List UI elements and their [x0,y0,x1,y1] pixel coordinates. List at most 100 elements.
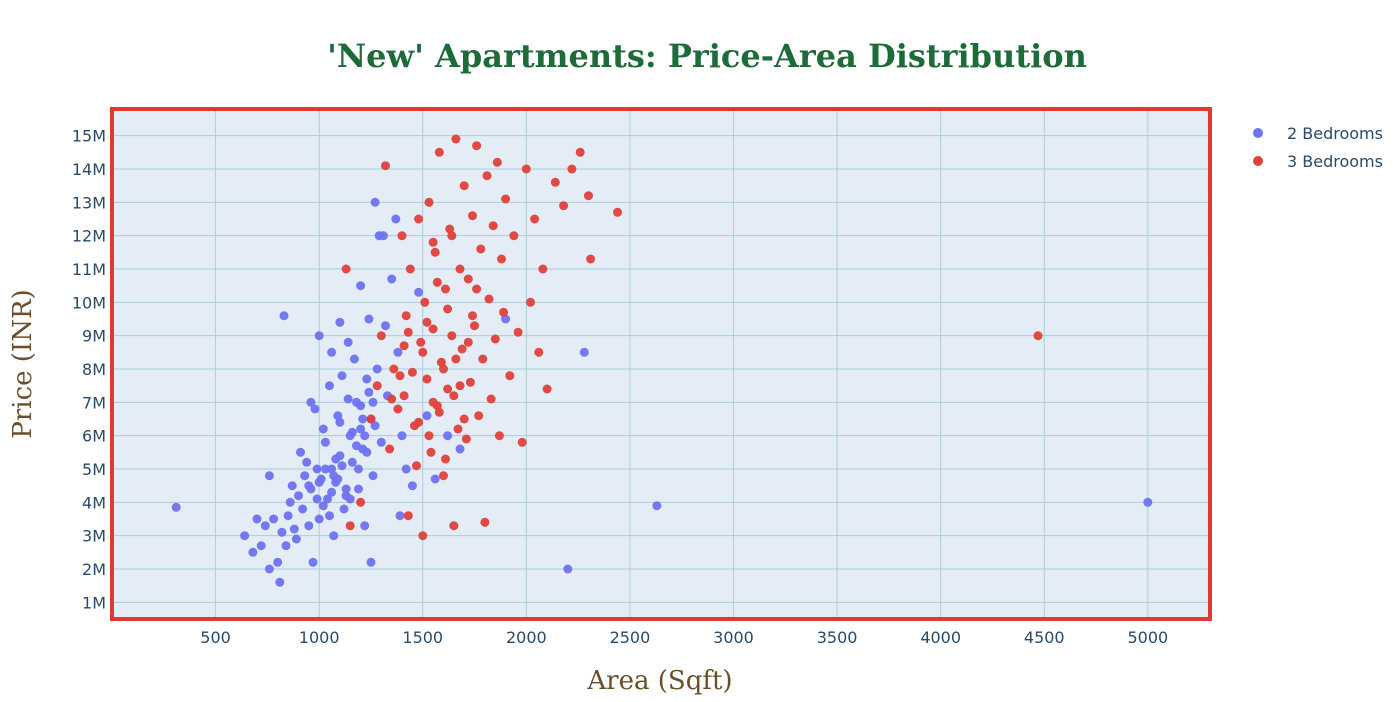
data-point [414,214,424,224]
data-point [530,214,540,224]
data-point [387,274,397,284]
data-point [283,511,293,521]
y-tick-label: 15M [72,127,106,146]
data-point [492,157,502,167]
data-point [424,197,434,207]
data-point [474,411,484,421]
data-point [461,434,471,444]
data-point [414,287,424,297]
legend-item[interactable]: 2 Bedrooms [1253,124,1383,143]
data-point [428,237,438,247]
data-point [287,481,297,491]
data-points [171,134,1153,587]
data-point [472,141,482,151]
data-point [468,311,477,321]
x-tick-label: 2000 [506,628,547,647]
data-point [478,354,488,364]
data-point [314,331,324,341]
plot-background [112,109,1210,619]
y-tick-label: 8M [82,360,106,379]
y-tick-label: 3M [82,527,106,546]
y-tick-label: 1M [82,593,106,612]
data-point [422,317,432,327]
plot-border [110,107,1212,621]
data-point [395,511,405,521]
data-point [341,484,351,494]
data-point [451,134,461,144]
data-point [318,501,328,511]
data-point [526,297,535,307]
chart-title: 'New' Apartments: Price-Area Distributio… [327,37,1087,75]
data-point [387,394,397,404]
data-point [366,414,376,424]
x-tick-label: 2500 [610,628,651,647]
data-point [403,327,413,337]
x-tick-label: 3500 [817,628,858,647]
x-tick-label: 5000 [1127,628,1168,647]
data-point [308,557,318,567]
data-point [482,171,492,181]
data-point [331,454,341,464]
data-point [476,244,486,254]
x-tick-labels: 500 1000 1500 2000 2500 3000 3500 4000 4500 5000 [200,628,1168,647]
x-tick-label: 4500 [1024,628,1065,647]
data-point [490,334,500,344]
data-point [335,417,345,427]
data-point [407,367,417,377]
data-point [424,431,434,441]
legend[interactable]: 2 Bedrooms 3 Bedrooms [1253,124,1383,171]
data-point [337,461,347,471]
data-point [381,161,390,171]
data-point [376,331,386,341]
data-point [248,547,258,557]
data-point [463,274,473,284]
data-point [356,424,366,434]
data-point [428,324,438,334]
data-point [463,337,473,347]
data-point [412,461,421,471]
data-point [349,354,359,364]
data-point [393,404,403,414]
data-point [320,437,330,447]
data-point [451,354,461,364]
data-point [534,347,544,357]
data-point [275,577,285,587]
data-point [455,444,465,454]
x-tick-label: 1500 [402,628,443,647]
legend-label: 2 Bedrooms [1287,124,1383,143]
data-point [291,534,301,544]
data-point [273,557,283,567]
data-point [318,424,328,434]
data-point [399,391,409,401]
data-point [497,254,506,264]
data-point [252,514,262,524]
data-point [575,147,585,157]
data-point [1033,331,1043,341]
data-point [449,521,459,531]
data-point [368,397,378,407]
x-axis-title: Area (Sqft) [586,666,732,696]
y-tick-labels: 1M 2M 3M 4M 5M 6M 7M 8M 9M 10M 11M 12M 13M 14M 15M [72,127,106,613]
y-tick-label: 14M [72,160,106,179]
legend-marker [1253,156,1263,166]
data-point [378,231,388,241]
y-tick-label: 11M [72,260,106,279]
data-point [579,347,589,357]
data-point [418,347,428,357]
data-point [484,294,494,304]
data-point [372,381,382,391]
x-tick-label: 3000 [713,628,754,647]
data-point [430,474,440,484]
data-point [356,401,366,411]
data-point [441,284,450,294]
y-tick-label: 7M [82,393,106,412]
y-axis-title: Price (INR) [8,289,38,438]
y-tick-label: 4M [82,493,106,512]
data-point [401,311,411,321]
data-point [439,471,448,481]
data-point [499,307,509,317]
series-two-bedrooms [171,197,1153,587]
data-point [354,484,363,494]
legend-item[interactable]: 3 Bedrooms [1253,152,1383,171]
